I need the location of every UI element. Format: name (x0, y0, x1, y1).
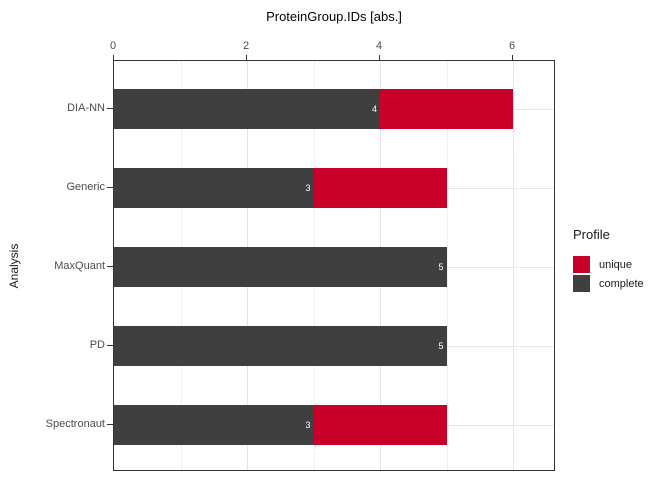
legend-item-unique: unique (573, 255, 644, 274)
y-tick-mark (107, 108, 113, 109)
x-tick-mark (246, 55, 247, 60)
minor-gridline-vertical (446, 61, 448, 470)
plot-panel: 4 3 5 5 3 (113, 60, 555, 471)
x-tick-mark (379, 55, 380, 60)
x-tick-label: 2 (242, 40, 250, 52)
y-tick-mark (107, 424, 113, 425)
y-tick-mark (107, 345, 113, 346)
bar-segment-unique-generic (313, 168, 447, 208)
bar-value-label: 3 (305, 420, 311, 430)
y-tick-mark (107, 266, 113, 267)
legend-key-complete (573, 275, 590, 292)
bar-segment-unique-dia-nn (380, 89, 513, 129)
y-tick-label-spectronaut: Spectronaut (45, 418, 105, 430)
y-tick-mark (107, 187, 113, 188)
x-tick-label: 4 (375, 40, 383, 52)
major-gridline-vertical (513, 61, 514, 470)
bar-segment-complete-pd: 5 (114, 326, 447, 366)
bar-row-spectronaut: 3 (114, 405, 554, 445)
x-tick-label: 6 (508, 40, 516, 52)
x-axis-title: ProteinGroup.IDs [abs.] (266, 9, 402, 24)
y-tick-label-dia-nn: DIA-NN (67, 102, 105, 114)
bar-segment-complete-generic: 3 (114, 168, 314, 208)
bar-row-generic: 3 (114, 168, 554, 208)
bar-row-maxquant: 5 (114, 247, 554, 287)
x-tick-label: 0 (109, 40, 117, 52)
legend-items: unique complete (573, 255, 644, 293)
legend-label-unique: unique (599, 258, 633, 271)
legend-item-complete: complete (573, 274, 644, 293)
legend-title: Profile (573, 227, 610, 242)
y-axis-title: Analysis (7, 243, 21, 289)
y-tick-label-pd: PD (89, 339, 105, 351)
y-tick-label-maxquant: MaxQuant (54, 260, 105, 272)
bar-value-label: 5 (438, 262, 444, 272)
legend-label-complete: complete (599, 277, 644, 290)
x-tick-mark (512, 55, 513, 60)
legend: Profile unique complete (573, 227, 644, 293)
legend-key-unique (573, 256, 590, 273)
bar-value-label: 4 (371, 104, 377, 114)
bar-row-pd: 5 (114, 326, 554, 366)
bar-segment-complete-spectronaut: 3 (114, 405, 314, 445)
bar-segment-complete-dia-nn: 4 (114, 89, 380, 129)
bar-segment-unique-spectronaut (313, 405, 447, 445)
x-tick-mark (113, 55, 114, 60)
bar-segment-complete-maxquant: 5 (114, 247, 447, 287)
bar-row-dia-nn: 4 (114, 89, 554, 129)
y-tick-label-generic: Generic (66, 181, 105, 193)
bar-value-label: 3 (305, 183, 311, 193)
bar-value-label: 5 (438, 341, 444, 351)
